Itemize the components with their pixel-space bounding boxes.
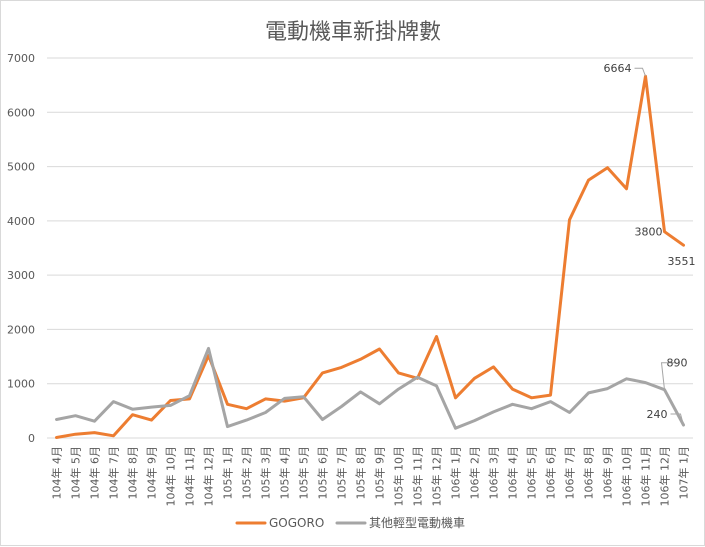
- x-tick-label: 104年 12月: [202, 446, 216, 507]
- x-tick-label: 105年 6月: [316, 446, 330, 500]
- data-label-leader: [634, 67, 646, 77]
- data-label: 240: [647, 408, 668, 421]
- x-tick-label: 106年 9月: [601, 446, 615, 500]
- x-tick-label: 105年 8月: [354, 446, 368, 500]
- x-tick-label: 106年 8月: [582, 446, 596, 500]
- x-tick-label: 106年 1月: [449, 446, 463, 500]
- x-tick-label: 104年 8月: [126, 446, 140, 500]
- x-axis-tick-labels: 104年 4月 104年 5月 104年 6月 104年 7月 104年 8月 104年 …: [50, 446, 691, 507]
- data-label-leader: [660, 362, 677, 390]
- y-tick-label: 0: [28, 432, 35, 445]
- x-tick-label: 104年 9月: [145, 446, 159, 500]
- series-lines: [55, 74, 685, 439]
- legend-label-1: 其他輕型電動機車: [369, 515, 465, 530]
- y-tick-label: 7000: [7, 52, 35, 65]
- y-axis-tick-labels: 0 1000 2000 3000 4000 5000 6000 7000: [7, 52, 35, 445]
- series-line-0: [55, 74, 685, 439]
- legend: GOGORO 其他輕型電動機車: [235, 515, 465, 530]
- gridlines: [47, 57, 693, 385]
- x-tick-label: 106年 6月: [544, 446, 558, 500]
- chart-title: 電動機車新掛牌數: [265, 20, 441, 45]
- x-tick-label: 107年 1月: [677, 446, 691, 500]
- y-tick-label: 6000: [7, 106, 35, 119]
- x-tick-label: 105年 4月: [278, 446, 292, 500]
- x-tick-label: 105年 10月: [392, 446, 406, 507]
- x-tick-label: 105年 9月: [373, 446, 387, 500]
- x-tick-label: 106年 2月: [468, 446, 482, 500]
- x-tick-label: 105年 11月: [411, 446, 425, 507]
- data-label: 890: [667, 357, 688, 370]
- x-tick-label: 106年 7月: [563, 446, 577, 500]
- data-label-leader: [670, 413, 684, 426]
- x-tick-label: 104年 4月: [50, 446, 64, 500]
- x-tick-label: 104年 11月: [183, 446, 197, 507]
- x-tick-label: 104年 7月: [107, 446, 121, 500]
- x-tick-label: 105年 1月: [221, 446, 235, 500]
- x-tick-label: 105年 3月: [259, 446, 273, 500]
- x-tick-label: 106年 3月: [487, 446, 501, 500]
- series-line-1: [55, 346, 685, 430]
- y-tick-label: 1000: [7, 378, 35, 391]
- x-tick-label: 104年 6月: [88, 446, 102, 500]
- x-tick-label: 105年 12月: [430, 446, 444, 507]
- x-tick-label: 106年 4月: [506, 446, 520, 500]
- data-label: 3800: [635, 226, 663, 239]
- x-tick-label: 106年 10月: [620, 446, 634, 507]
- x-tick-label: 106年 12月: [658, 446, 672, 507]
- x-tick-label: 106年 11月: [639, 446, 653, 507]
- y-tick-label: 2000: [7, 323, 35, 336]
- legend-label-0: GOGORO: [269, 516, 324, 530]
- x-tick-label: 105年 5月: [297, 446, 311, 500]
- data-label: 6664: [604, 62, 632, 75]
- x-tick-label: 104年 5月: [69, 446, 83, 500]
- data-label: 3551: [668, 255, 696, 268]
- x-tick-label: 105年 7月: [335, 446, 349, 500]
- x-tick-label: 104年 10月: [164, 446, 178, 507]
- y-tick-label: 5000: [7, 161, 35, 174]
- y-tick-label: 3000: [7, 269, 35, 282]
- data-labels: 6664 3800 3551 890 240: [604, 62, 696, 426]
- y-tick-label: 4000: [7, 215, 35, 228]
- x-tick-label: 105年 2月: [240, 446, 254, 500]
- x-tick-label: 106年 5月: [525, 446, 539, 500]
